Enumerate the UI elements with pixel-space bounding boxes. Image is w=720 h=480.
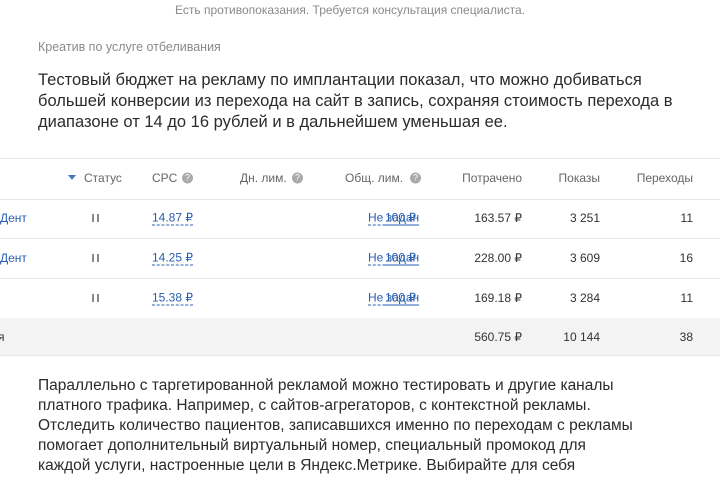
outro-paragraph: Параллельно с таргетированной рекламой м… [38,376,633,476]
table-row [0,278,720,319]
notice: Есть противопоказания. Требуется консуль… [175,3,526,17]
caption: Креатив по услуге отбеливания [38,40,221,54]
text-line: Тестовый бюджет на рекламу по имплантаци… [38,71,642,89]
column-header[interactable]: Дн. лим. [240,171,287,185]
total-limit[interactable]: Не задан [368,210,420,226]
text-line: каждой услуги, настроенные цели в Яндекс… [38,457,576,474]
header-row [0,158,720,200]
column-header[interactable]: Показы [558,171,600,185]
intro-paragraph: Тестовый бюджет на рекламу по имплантаци… [38,70,673,133]
cpc-value[interactable]: 14.25 ₽ [152,250,193,266]
clicks: 11 [680,291,693,305]
text-line: большей конверсии из перехода на сайт в … [38,92,673,110]
table-row [0,198,720,239]
total-clicks: 38 [679,330,693,344]
column-header[interactable]: Потрачено [462,171,522,185]
text-line: платного трафика. Например, с сайтов-агр… [38,397,591,414]
clicks: 16 [679,251,693,265]
spent: 228.00 ₽ [474,251,522,265]
cpc-value[interactable]: 14.87 ₽ [152,210,193,226]
text-line: диапазоне от 14 до 16 рублей и в дальней… [38,113,508,131]
campaign-name[interactable]: -Дент [0,211,27,225]
total-limit[interactable]: Не задан [368,290,420,306]
cpc-value[interactable]: 15.38 ₽ [152,290,193,306]
impressions: 3 251 [569,211,600,225]
help-icon[interactable]: ? [410,172,421,184]
spent: 163.57 ₽ [474,211,522,225]
total-limit[interactable]: Не задан [368,250,420,266]
clicks: 11 [680,211,693,225]
help-icon[interactable]: ? [292,172,303,184]
total-impressions: 10 144 [563,330,600,344]
pause-icon[interactable] [92,294,99,302]
pause-icon[interactable] [92,254,99,262]
column-header[interactable]: CPC [152,171,178,185]
text-line: Параллельно с таргетированной рекламой м… [38,377,614,394]
sort-icon[interactable] [68,175,76,181]
total-spent: 560.75 ₽ [474,330,522,344]
campaign-name[interactable]: -Дент [0,251,27,265]
pause-icon[interactable] [92,214,99,222]
table-row [0,238,720,279]
impressions: 3 284 [569,291,600,305]
impressions: 3 609 [569,251,600,265]
total-row [0,318,720,356]
column-header[interactable]: Переходы [636,171,693,185]
column-header[interactable]: Общ. лим. [345,171,404,185]
text-line: Отследить количество пациентов, записавш… [38,417,633,434]
column-header[interactable]: Статус [84,171,122,185]
total-label: я [0,330,5,344]
help-icon[interactable]: ? [182,172,193,184]
text-line: помогает дополнительный виртуальный номе… [38,437,586,454]
spent: 169.18 ₽ [474,291,522,305]
